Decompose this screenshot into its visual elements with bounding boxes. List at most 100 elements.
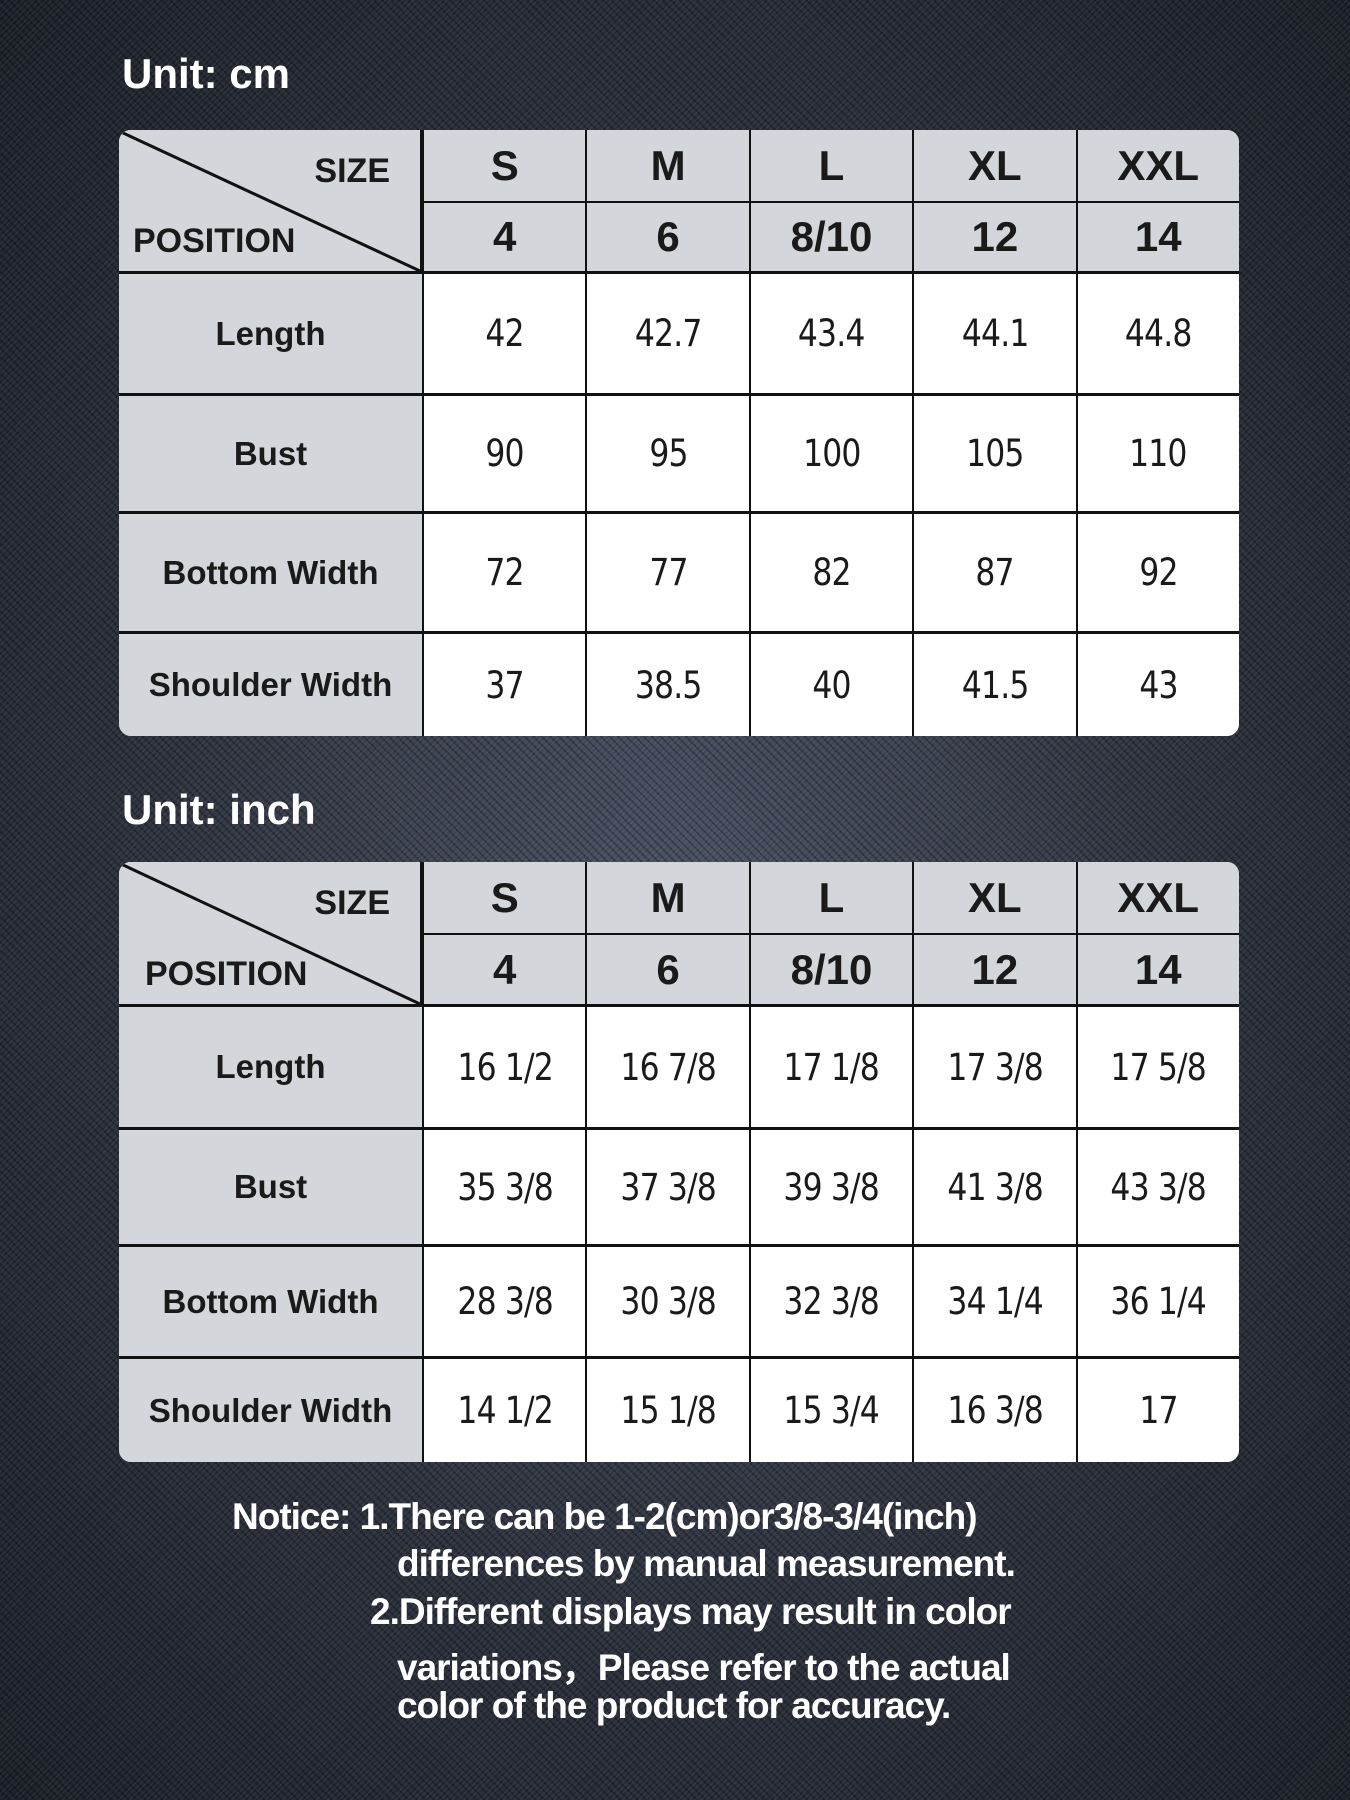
corner-position-label: POSITION bbox=[133, 222, 296, 260]
table-header: S M L XL XXL 4 6 8/10 12 14 SIZE POSITION bbox=[119, 130, 1239, 271]
value-cell: 105 bbox=[912, 396, 1076, 511]
value-cell: 92 bbox=[1075, 514, 1239, 631]
value-cell: 34 1/4 bbox=[912, 1247, 1076, 1356]
value-text: 82 bbox=[812, 551, 851, 594]
table-header: S M L XL XXL 4 6 8/10 12 14 SIZE POSITION bbox=[119, 862, 1239, 1004]
value-text: 40 bbox=[812, 663, 851, 707]
notice-line-4: variations，Please refer to the actual bbox=[397, 1647, 1011, 1688]
table-row-length: Length 16 1/2 16 7/8 17 1/8 17 3/8 17 5/8 bbox=[119, 1004, 1239, 1127]
notice-line-3: 2.Different displays may result in color bbox=[370, 1591, 1012, 1632]
notice-line-5: color of the product for accuracy. bbox=[397, 1685, 951, 1726]
diagonal-divider bbox=[120, 130, 421, 271]
value-cell: 90 bbox=[422, 396, 586, 511]
value-cell: 87 bbox=[912, 514, 1076, 631]
numeric-size-header: 12 bbox=[912, 935, 1076, 1004]
value-text: 14 1/2 bbox=[456, 1389, 553, 1432]
value-text: 30 3/8 bbox=[620, 1280, 716, 1323]
size-header-s: S bbox=[422, 862, 586, 933]
value-text: 32 3/8 bbox=[783, 1280, 880, 1323]
value-text: 37 3/8 bbox=[620, 1165, 716, 1209]
numeric-size-header: 12 bbox=[912, 203, 1076, 271]
value-cell: 43 bbox=[1075, 634, 1239, 736]
value-text: 34 1/4 bbox=[947, 1280, 1043, 1323]
corner-header-cell: SIZE POSITION bbox=[119, 862, 422, 1004]
corner-size-label: SIZE bbox=[314, 884, 390, 922]
size-header-xl: XL bbox=[912, 862, 1076, 933]
value-text: 17 bbox=[1139, 1389, 1178, 1432]
numeric-size-header: 4 bbox=[422, 935, 586, 1004]
corner-size-label: SIZE bbox=[314, 152, 390, 190]
size-header-xxl: XXL bbox=[1075, 130, 1239, 201]
value-cell: 16 7/8 bbox=[585, 1007, 749, 1127]
value-text: 44.8 bbox=[1124, 312, 1192, 355]
table-row-bust: Bust 35 3/8 37 3/8 39 3/8 41 3/8 43 3/8 bbox=[119, 1127, 1239, 1244]
value-cell: 14 1/2 bbox=[422, 1359, 586, 1462]
table-row-bust: Bust 90 95 100 105 110 bbox=[119, 393, 1239, 511]
value-text: 17 1/8 bbox=[783, 1045, 880, 1089]
value-text: 41 3/8 bbox=[947, 1165, 1043, 1209]
value-text: 110 bbox=[1129, 432, 1188, 475]
row-label: Shoulder Width bbox=[119, 1359, 422, 1462]
value-text: 87 bbox=[975, 551, 1015, 594]
numeric-size-header: 4 bbox=[422, 203, 586, 271]
value-text: 41.5 bbox=[961, 663, 1029, 707]
size-header-xxl: XXL bbox=[1075, 862, 1239, 933]
value-cell: 77 bbox=[585, 514, 749, 631]
size-header-l: L bbox=[748, 862, 913, 933]
table-row-shoulder-width: Shoulder Width 14 1/2 15 1/8 15 3/4 16 3/8 17 bbox=[119, 1356, 1239, 1462]
value-text: 72 bbox=[485, 551, 525, 594]
value-text: 17 3/8 bbox=[947, 1045, 1043, 1089]
value-cell: 30 3/8 bbox=[585, 1247, 749, 1356]
value-cell: 35 3/8 bbox=[422, 1130, 586, 1244]
value-cell: 41 3/8 bbox=[912, 1130, 1076, 1244]
value-cell: 44.1 bbox=[912, 274, 1076, 393]
value-text: 39 3/8 bbox=[783, 1165, 880, 1209]
value-cell: 100 bbox=[748, 396, 913, 511]
value-text: 105 bbox=[966, 432, 1024, 475]
value-text: 15 3/4 bbox=[783, 1389, 880, 1432]
row-label: Bottom Width bbox=[119, 1247, 422, 1356]
value-text: 92 bbox=[1139, 551, 1178, 594]
unit-inch-title: Unit: inch bbox=[122, 786, 316, 833]
row-label: Shoulder Width bbox=[119, 634, 422, 736]
value-cell: 82 bbox=[748, 514, 913, 631]
value-cell: 44.8 bbox=[1075, 274, 1239, 393]
table-row-shoulder-width: Shoulder Width 37 38.5 40 41.5 43 bbox=[119, 631, 1239, 736]
size-table-inch: S M L XL XXL 4 6 8/10 12 14 SIZE POSITION Length 16 1… bbox=[119, 862, 1239, 1462]
value-text: 37 bbox=[485, 663, 525, 707]
unit-cm-title: Unit: cm bbox=[122, 50, 290, 97]
value-cell: 43.4 bbox=[748, 274, 913, 393]
value-text: 90 bbox=[485, 432, 525, 475]
value-text: 77 bbox=[648, 551, 688, 594]
value-cell: 17 5/8 bbox=[1075, 1007, 1239, 1127]
value-text: 100 bbox=[802, 432, 861, 475]
value-text: 35 3/8 bbox=[456, 1165, 553, 1209]
value-text: 16 1/2 bbox=[456, 1045, 553, 1089]
table-row-bottom-width: Bottom Width 28 3/8 30 3/8 32 3/8 34 1/4 36 1… bbox=[119, 1244, 1239, 1356]
row-label: Bust bbox=[119, 396, 422, 511]
notice-line-2: differences by manual measurement. bbox=[397, 1543, 1016, 1584]
value-cell: 40 bbox=[748, 634, 913, 736]
diagonal-divider bbox=[120, 862, 421, 1004]
value-cell: 37 3/8 bbox=[585, 1130, 749, 1244]
value-text: 43 3/8 bbox=[1110, 1165, 1207, 1209]
value-cell: 17 3/8 bbox=[912, 1007, 1076, 1127]
notice-line-1: Notice: 1.There can be 1-2(cm)or3/8-3/4(… bbox=[232, 1496, 978, 1537]
value-text: 43.4 bbox=[798, 312, 865, 355]
value-cell: 110 bbox=[1075, 396, 1239, 511]
value-cell: 36 1/4 bbox=[1075, 1247, 1239, 1356]
value-text: 16 3/8 bbox=[947, 1389, 1043, 1432]
row-label: Bust bbox=[119, 1130, 422, 1244]
corner-position-label: POSITION bbox=[145, 955, 308, 993]
numeric-size-header: 6 bbox=[585, 203, 749, 271]
numeric-size-header: 8/10 bbox=[748, 935, 913, 1004]
size-header-s: S bbox=[422, 130, 586, 201]
table-row-bottom-width: Bottom Width 72 77 82 87 92 bbox=[119, 511, 1239, 631]
value-cell: 16 1/2 bbox=[422, 1007, 586, 1127]
value-text: 28 3/8 bbox=[456, 1280, 553, 1323]
value-cell: 39 3/8 bbox=[748, 1130, 913, 1244]
value-cell: 95 bbox=[585, 396, 749, 511]
value-cell: 15 3/4 bbox=[748, 1359, 913, 1462]
size-header-xl: XL bbox=[912, 130, 1076, 201]
value-text: 43 bbox=[1139, 663, 1178, 707]
